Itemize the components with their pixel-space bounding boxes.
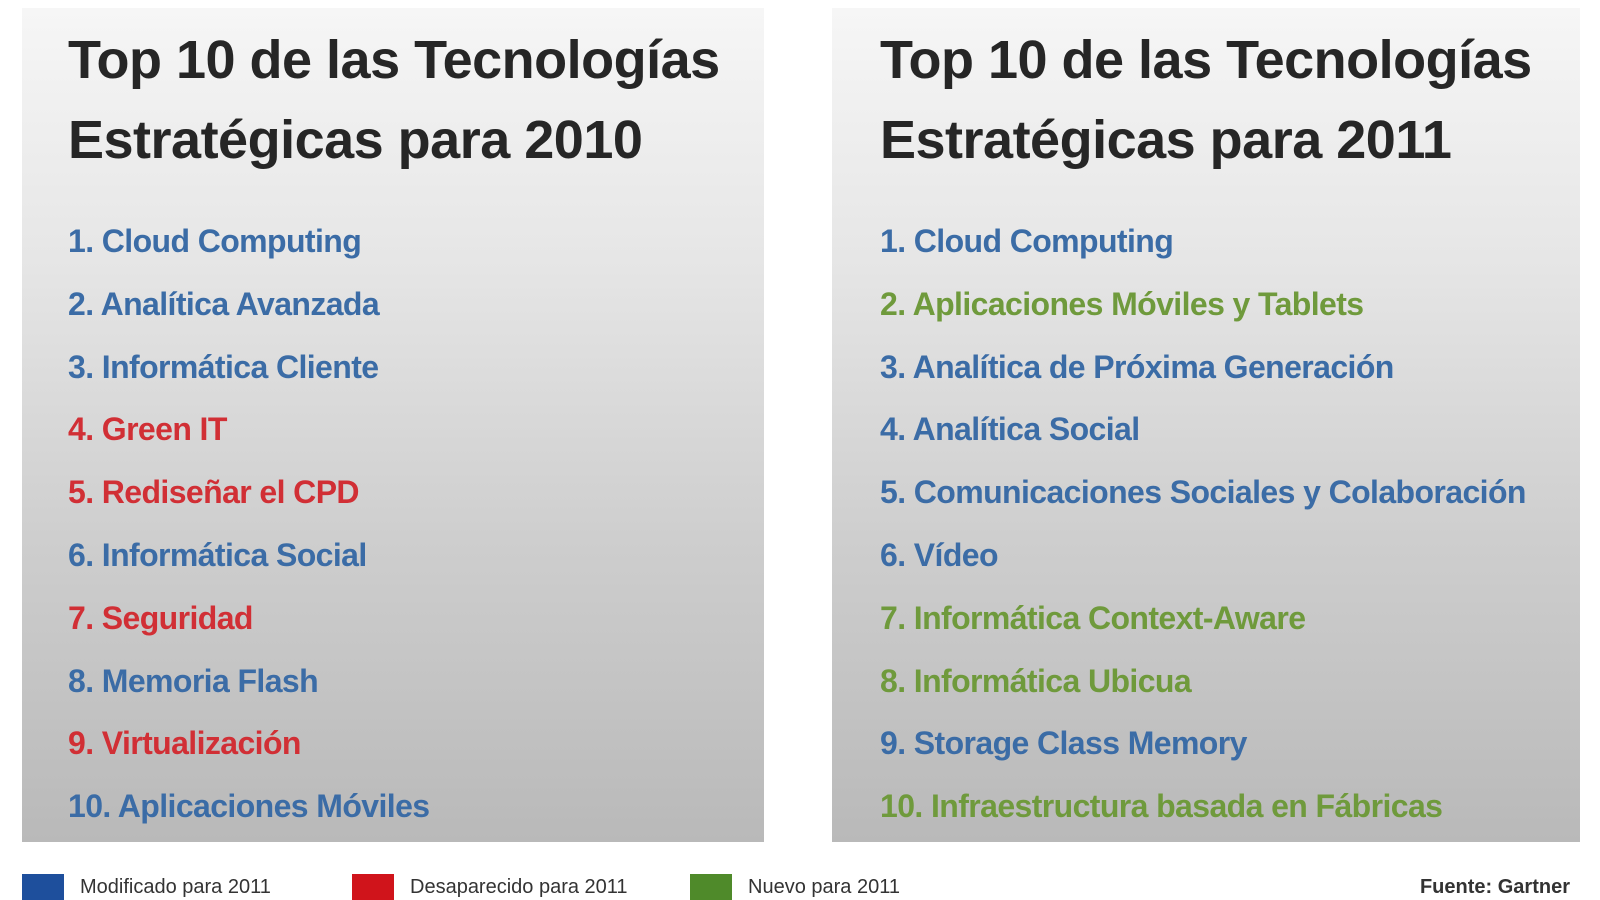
legend-item-removed: Desaparecido para 2011	[352, 874, 628, 900]
technology-item: 2. Analítica Avanzada	[68, 285, 380, 322]
technology-item: 10. Infraestructura basada en Fábricas	[880, 788, 1443, 825]
legend-item-new: Nuevo para 2011	[690, 874, 900, 900]
technology-item: 6. Vídeo	[880, 536, 999, 573]
technology-item: 1. Cloud Computing	[68, 223, 362, 259]
panel-2011-title-line1: Top 10 de las Tecnologías	[880, 30, 1532, 90]
technology-item: 9. Virtualización	[68, 725, 301, 762]
panel-2010-title: Top 10 de las Tecnologías Estratégicas p…	[68, 20, 764, 180]
technology-item: 10. Aplicaciones Móviles	[68, 788, 430, 825]
legend: Modificado para 2011 Desaparecido para 2…	[22, 874, 1582, 900]
panel-2011-title: Top 10 de las Tecnologías Estratégicas p…	[880, 20, 1580, 180]
panel-2010-title-line2: Estratégicas para 2010	[68, 110, 643, 170]
technology-item: 7. Informática Context-Aware	[880, 599, 1306, 636]
legend-item-modified: Modificado para 2011	[22, 874, 271, 900]
legend-swatch-red	[352, 874, 394, 900]
panel-2010: Top 10 de las Tecnologías Estratégicas p…	[22, 8, 764, 842]
technology-item: 4. Green IT	[68, 411, 227, 448]
technology-item: 3. Analítica de Próxima Generación	[880, 348, 1394, 385]
technology-item: 4. Analítica Social	[880, 411, 1140, 448]
panel-2011-title-line2: Estratégicas para 2011	[880, 110, 1452, 170]
technology-item: 6. Informática Social	[68, 536, 367, 573]
panel-2010-title-line1: Top 10 de las Tecnologías	[68, 30, 720, 90]
technology-item: 7. Seguridad	[68, 599, 253, 636]
technology-item: 3. Informática Cliente	[68, 348, 379, 385]
technology-list-2011: 1. Cloud Computing 2. Aplicaciones Móvile…	[880, 210, 1580, 838]
technology-list-2010: 1. Cloud Computing 2. Analítica Avanzada 3…	[68, 210, 764, 838]
technology-item: 5. Comunicaciones Sociales y Colaboració…	[880, 474, 1526, 511]
technology-item: 8. Memoria Flash	[68, 662, 319, 699]
legend-swatch-blue	[22, 874, 64, 900]
source-credit: Fuente: Gartner	[1419, 876, 1570, 898]
legend-swatch-green	[690, 874, 732, 900]
technology-item: 2. Aplicaciones Móviles y Tablets	[880, 285, 1364, 322]
technology-item: 9. Storage Class Memory	[880, 725, 1247, 762]
panel-2011: Top 10 de las Tecnologías Estratégicas p…	[832, 8, 1580, 842]
legend-label-removed: Desaparecido para 2011	[410, 876, 628, 898]
technology-item: 1. Cloud Computing	[880, 223, 1174, 259]
legend-label-new: Nuevo para 2011	[748, 876, 900, 898]
technology-item: 8. Informática Ubicua	[880, 662, 1192, 699]
legend-label-modified: Modificado para 2011	[80, 876, 271, 898]
technology-item: 5. Rediseñar el CPD	[68, 474, 360, 511]
